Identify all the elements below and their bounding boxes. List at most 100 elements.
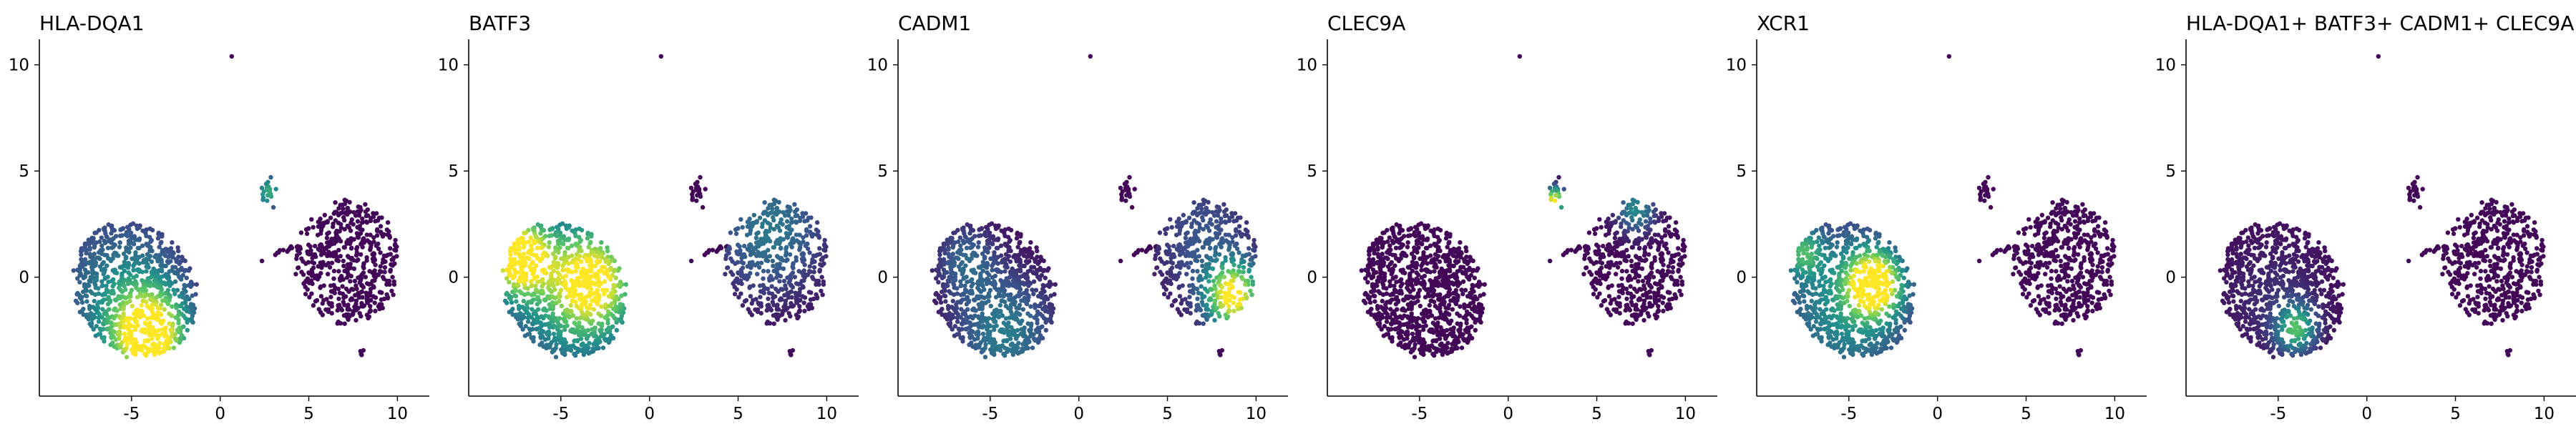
scatter-point <box>658 54 663 59</box>
scatter-point <box>1456 327 1461 332</box>
scatter-point <box>391 279 396 285</box>
scatter-point <box>147 292 152 297</box>
scatter-point <box>766 206 771 211</box>
scatter-point <box>364 300 370 305</box>
scatter-point <box>765 319 771 325</box>
scatter-point <box>324 297 329 302</box>
scatter-point <box>789 216 794 222</box>
scatter-point <box>766 229 772 234</box>
scatter-points <box>71 54 399 360</box>
scatter-point <box>770 300 776 305</box>
scatter-point <box>1240 276 1245 282</box>
scatter-point <box>316 224 321 230</box>
scatter-point <box>606 325 611 330</box>
scatter-point <box>787 252 793 257</box>
scatter-point <box>605 313 610 318</box>
scatter-point <box>579 227 585 233</box>
scatter-point <box>1236 264 1242 269</box>
scatter-point <box>547 240 552 245</box>
scatter-point <box>967 231 972 236</box>
scatter-point <box>79 300 85 305</box>
scatter-point <box>1405 285 1410 290</box>
scatter-point <box>787 231 793 236</box>
scatter-point <box>145 338 151 344</box>
scatter-point <box>381 296 387 302</box>
scatter-point <box>327 302 332 307</box>
scatter-point <box>994 323 999 328</box>
scatter-point <box>756 250 761 255</box>
scatter-point <box>1020 346 1025 351</box>
scatter-point <box>1038 277 1043 282</box>
scatter-point <box>1003 243 1009 248</box>
scatter-point <box>510 307 515 312</box>
scatter-point <box>136 287 141 292</box>
scatter-point <box>603 259 608 265</box>
x-tick-label: 10 <box>1246 405 1267 423</box>
scatter-point <box>1168 291 1173 296</box>
scatter-point <box>178 336 183 341</box>
scatter-point <box>78 271 83 276</box>
scatter-point <box>1002 300 1008 305</box>
scatter-point <box>332 290 337 295</box>
scatter-point <box>1251 247 1256 252</box>
scatter-point <box>596 311 601 316</box>
scatter-point <box>117 325 123 330</box>
y-tick-label: 5 <box>448 162 459 181</box>
scatter-point <box>819 275 824 280</box>
scatter-point <box>140 243 145 248</box>
scatter-point <box>127 272 133 277</box>
scatter-point <box>572 320 577 325</box>
scatter-point <box>706 247 712 253</box>
scatter-point <box>600 265 605 270</box>
scatter-point <box>1199 202 1204 207</box>
scatter-point <box>75 300 80 305</box>
scatter-point <box>1031 270 1036 275</box>
scatter-point <box>111 291 116 296</box>
scatter-point <box>810 275 815 280</box>
scatter-point <box>373 308 378 314</box>
scatter-point <box>980 251 985 257</box>
scatter-point <box>570 343 576 348</box>
scatter-point <box>540 277 545 282</box>
scatter-point <box>790 237 795 242</box>
scatter-point <box>306 260 311 265</box>
scatter-point <box>500 268 505 273</box>
scatter-point <box>341 258 346 264</box>
scatter-point <box>358 276 364 281</box>
scatter-point <box>390 263 395 268</box>
scatter-point <box>535 280 540 285</box>
scatter-point <box>145 303 150 309</box>
scatter-point <box>97 239 102 245</box>
scatter-point <box>529 262 535 267</box>
scatter-point <box>1211 213 1217 218</box>
scatter-point <box>353 317 358 323</box>
scatter-point <box>165 275 170 281</box>
scatter-point <box>595 255 600 260</box>
scatter-point <box>691 189 696 194</box>
scatter-point <box>804 228 809 233</box>
scatter-point <box>368 308 373 314</box>
scatter-point <box>141 313 147 318</box>
scatter-point <box>87 306 92 311</box>
scatter-point <box>688 258 694 264</box>
scatter-point <box>821 247 826 252</box>
scatter-point <box>132 315 138 321</box>
scatter-point <box>1017 240 1022 246</box>
scatter-point <box>590 346 595 351</box>
scatter-point <box>109 245 114 250</box>
scatter-point <box>1209 297 1214 302</box>
scatter-point <box>983 342 988 347</box>
scatter-point <box>176 320 181 326</box>
scatter-point <box>367 269 372 274</box>
scatter-point <box>585 327 591 333</box>
scatter-point <box>384 278 390 284</box>
scatter-point <box>327 265 333 270</box>
scatter-point <box>288 245 293 250</box>
scatter-point <box>94 230 99 235</box>
scatter-point <box>97 332 103 337</box>
scatter-point <box>1214 219 1219 224</box>
scatter-point <box>333 209 338 214</box>
scatter-point <box>534 252 539 258</box>
scatter-point <box>175 245 180 250</box>
